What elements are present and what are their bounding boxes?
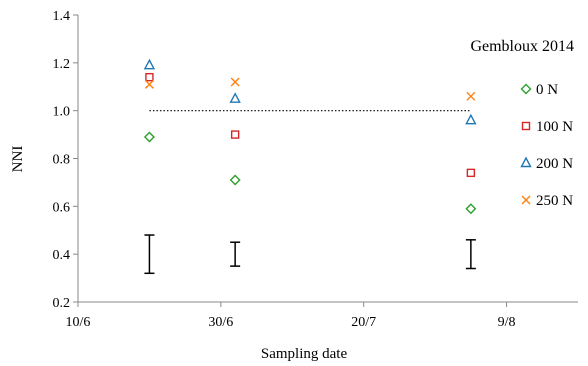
x-tick-label: 10/6 (66, 315, 91, 330)
data-point-square (466, 168, 476, 178)
legend-label: 0 N (536, 82, 558, 98)
chart-title: Gembloux 2014 (470, 38, 574, 55)
y-axis-ticks: 0.2 0.4 0.6 0.8 1.0 1.2 1.4 (53, 9, 78, 311)
series-200-n (143, 58, 477, 125)
data-markers (143, 58, 477, 215)
legend-marker-diamond (520, 83, 532, 95)
data-point-triangle (465, 113, 477, 125)
legend-label: 200 N (536, 156, 573, 172)
data-point-diamond (465, 203, 477, 215)
y-tick-label: 1.0 (53, 105, 71, 120)
series-250-n (144, 77, 476, 101)
data-point-square (145, 72, 154, 82)
series-100-n (145, 72, 476, 178)
x-axis-title: Sampling date (261, 346, 348, 362)
legend-marker-cross (521, 195, 531, 205)
legend-item: 100 N (521, 119, 573, 135)
data-point-square (230, 130, 240, 139)
y-tick-label: 0.6 (53, 200, 71, 215)
legend-label: 250 N (536, 193, 573, 209)
y-axis-title: NNI (10, 146, 26, 173)
data-point-cross (144, 79, 154, 89)
data-point-diamond (143, 131, 155, 143)
data-point-triangle (143, 58, 156, 70)
data-point-cross (466, 91, 476, 101)
legend-item: 200 N (520, 156, 573, 172)
data-point-triangle (229, 92, 241, 103)
error-bar (465, 239, 476, 270)
legend-marker-square (521, 121, 531, 131)
legend-marker-triangle (520, 156, 532, 168)
error-bar (144, 234, 155, 275)
x-tick-label: 30/6 (208, 315, 233, 330)
y-tick-label: 0.8 (53, 153, 71, 168)
x-axis-ticks: 10/6 30/6 20/7 9/8 (66, 302, 516, 330)
plot-area (77, 15, 578, 303)
legend-item: 250 N (521, 193, 573, 209)
x-tick-label: 20/7 (351, 315, 376, 330)
y-tick-label: 1.4 (53, 9, 71, 24)
data-point-diamond (229, 174, 241, 186)
legend: 0 N 100 N 200 N 250 N (520, 82, 573, 209)
y-tick-label: 0.4 (53, 248, 71, 263)
legend-item: 0 N (520, 82, 558, 98)
error-bars (144, 234, 476, 275)
y-tick-label: 1.2 (53, 57, 71, 72)
series-0-n (143, 131, 477, 215)
legend-label: 100 N (536, 119, 573, 135)
data-point-cross (230, 77, 240, 87)
x-tick-label: 9/8 (498, 315, 516, 330)
y-tick-label: 0.2 (53, 296, 71, 311)
error-bar (230, 241, 241, 267)
